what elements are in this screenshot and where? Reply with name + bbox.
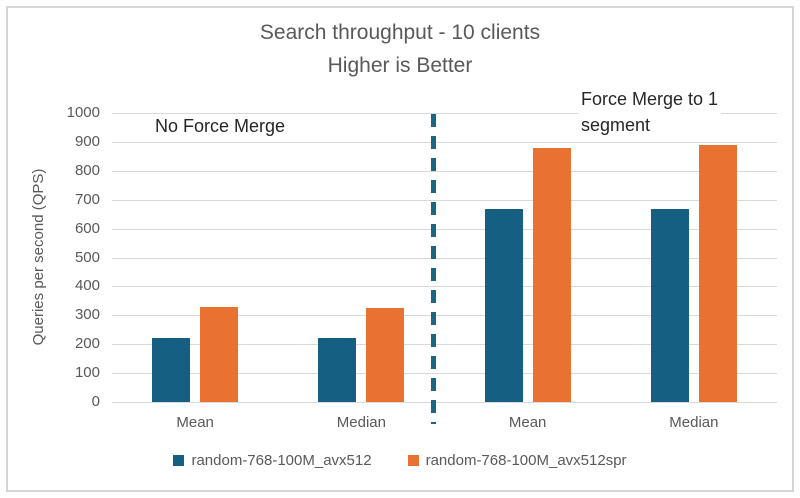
legend-swatch-orange <box>407 455 419 466</box>
annotation-force-merge-line1: Force Merge to 1 <box>581 89 719 109</box>
gridline-400 <box>112 286 777 288</box>
y-tick-label-500: 500 <box>74 248 100 266</box>
bar-random-768-100M_avx512-median-1 <box>318 338 357 402</box>
legend: random-768-100M_avx512 random-768-100M_av… <box>0 452 800 469</box>
gridline-800 <box>112 170 777 172</box>
y-tick-label-600: 600 <box>74 219 100 237</box>
y-tick-label-1000: 1000 <box>66 104 100 121</box>
bar-random-768-100M_avx512spr-median-3 <box>698 145 737 402</box>
y-tick-label-200: 200 <box>74 335 100 353</box>
y-tick-label-300: 300 <box>74 306 100 324</box>
gridline-200 <box>112 344 777 346</box>
legend-item-random-768-100M_avx512spr: random-768-100M_avx512spr <box>407 452 627 469</box>
gridline-300 <box>112 315 777 317</box>
y-tick-label-800: 800 <box>74 161 100 179</box>
y-tick-label-0: 0 <box>91 393 100 410</box>
bar-random-768-100M_avx512-median-3 <box>650 208 689 402</box>
chart-title-line2: Higher is Better <box>327 54 473 77</box>
bar-random-768-100M_avx512-mean-2 <box>484 208 523 402</box>
gridline-500 <box>112 257 777 259</box>
annotation-force-merge-line2: segment <box>581 115 651 135</box>
x-category-label-median-1: Median <box>336 414 386 431</box>
bar-random-768-100M_avx512spr-mean-2 <box>532 148 571 402</box>
bar-random-768-100M_avx512-mean-0 <box>152 338 191 402</box>
x-category-label-mean-2: Mean <box>508 414 547 431</box>
gridline-100 <box>112 373 777 375</box>
gridline-700 <box>112 199 777 201</box>
gridline-1000 <box>112 113 777 114</box>
legend-swatch-teal <box>173 455 185 466</box>
gridline-0 <box>112 402 777 403</box>
chart-title-line1: Search throughput - 10 clients <box>259 21 541 44</box>
annotation-force-merge: Force Merge to 1 segment <box>578 86 722 138</box>
gridline-900 <box>112 141 777 143</box>
plot-area <box>112 113 777 403</box>
y-tick-label-400: 400 <box>74 277 100 295</box>
legend-label-random-768-100M_avx512: random-768-100M_avx512 <box>191 452 372 469</box>
annotation-no-force-merge: No Force Merge <box>152 116 289 137</box>
x-category-label-median-3: Median <box>669 414 719 431</box>
y-tick-label-100: 100 <box>74 364 100 382</box>
y-tick-label-700: 700 <box>74 190 100 208</box>
legend-item-random-768-100M_avx512: random-768-100M_avx512 <box>173 452 372 469</box>
bar-random-768-100M_avx512spr-mean-0 <box>200 307 239 402</box>
bar-random-768-100M_avx512spr-median-1 <box>366 307 405 402</box>
y-tick-label-900: 900 <box>74 132 100 150</box>
gridline-600 <box>112 228 777 230</box>
chart-title: Search throughput - 10 clients Higher is… <box>0 16 800 82</box>
legend-label-random-768-100M_avx512spr: random-768-100M_avx512spr <box>425 452 627 469</box>
x-category-label-mean-0: Mean <box>176 414 214 431</box>
group-divider-dashed-line <box>431 114 436 424</box>
